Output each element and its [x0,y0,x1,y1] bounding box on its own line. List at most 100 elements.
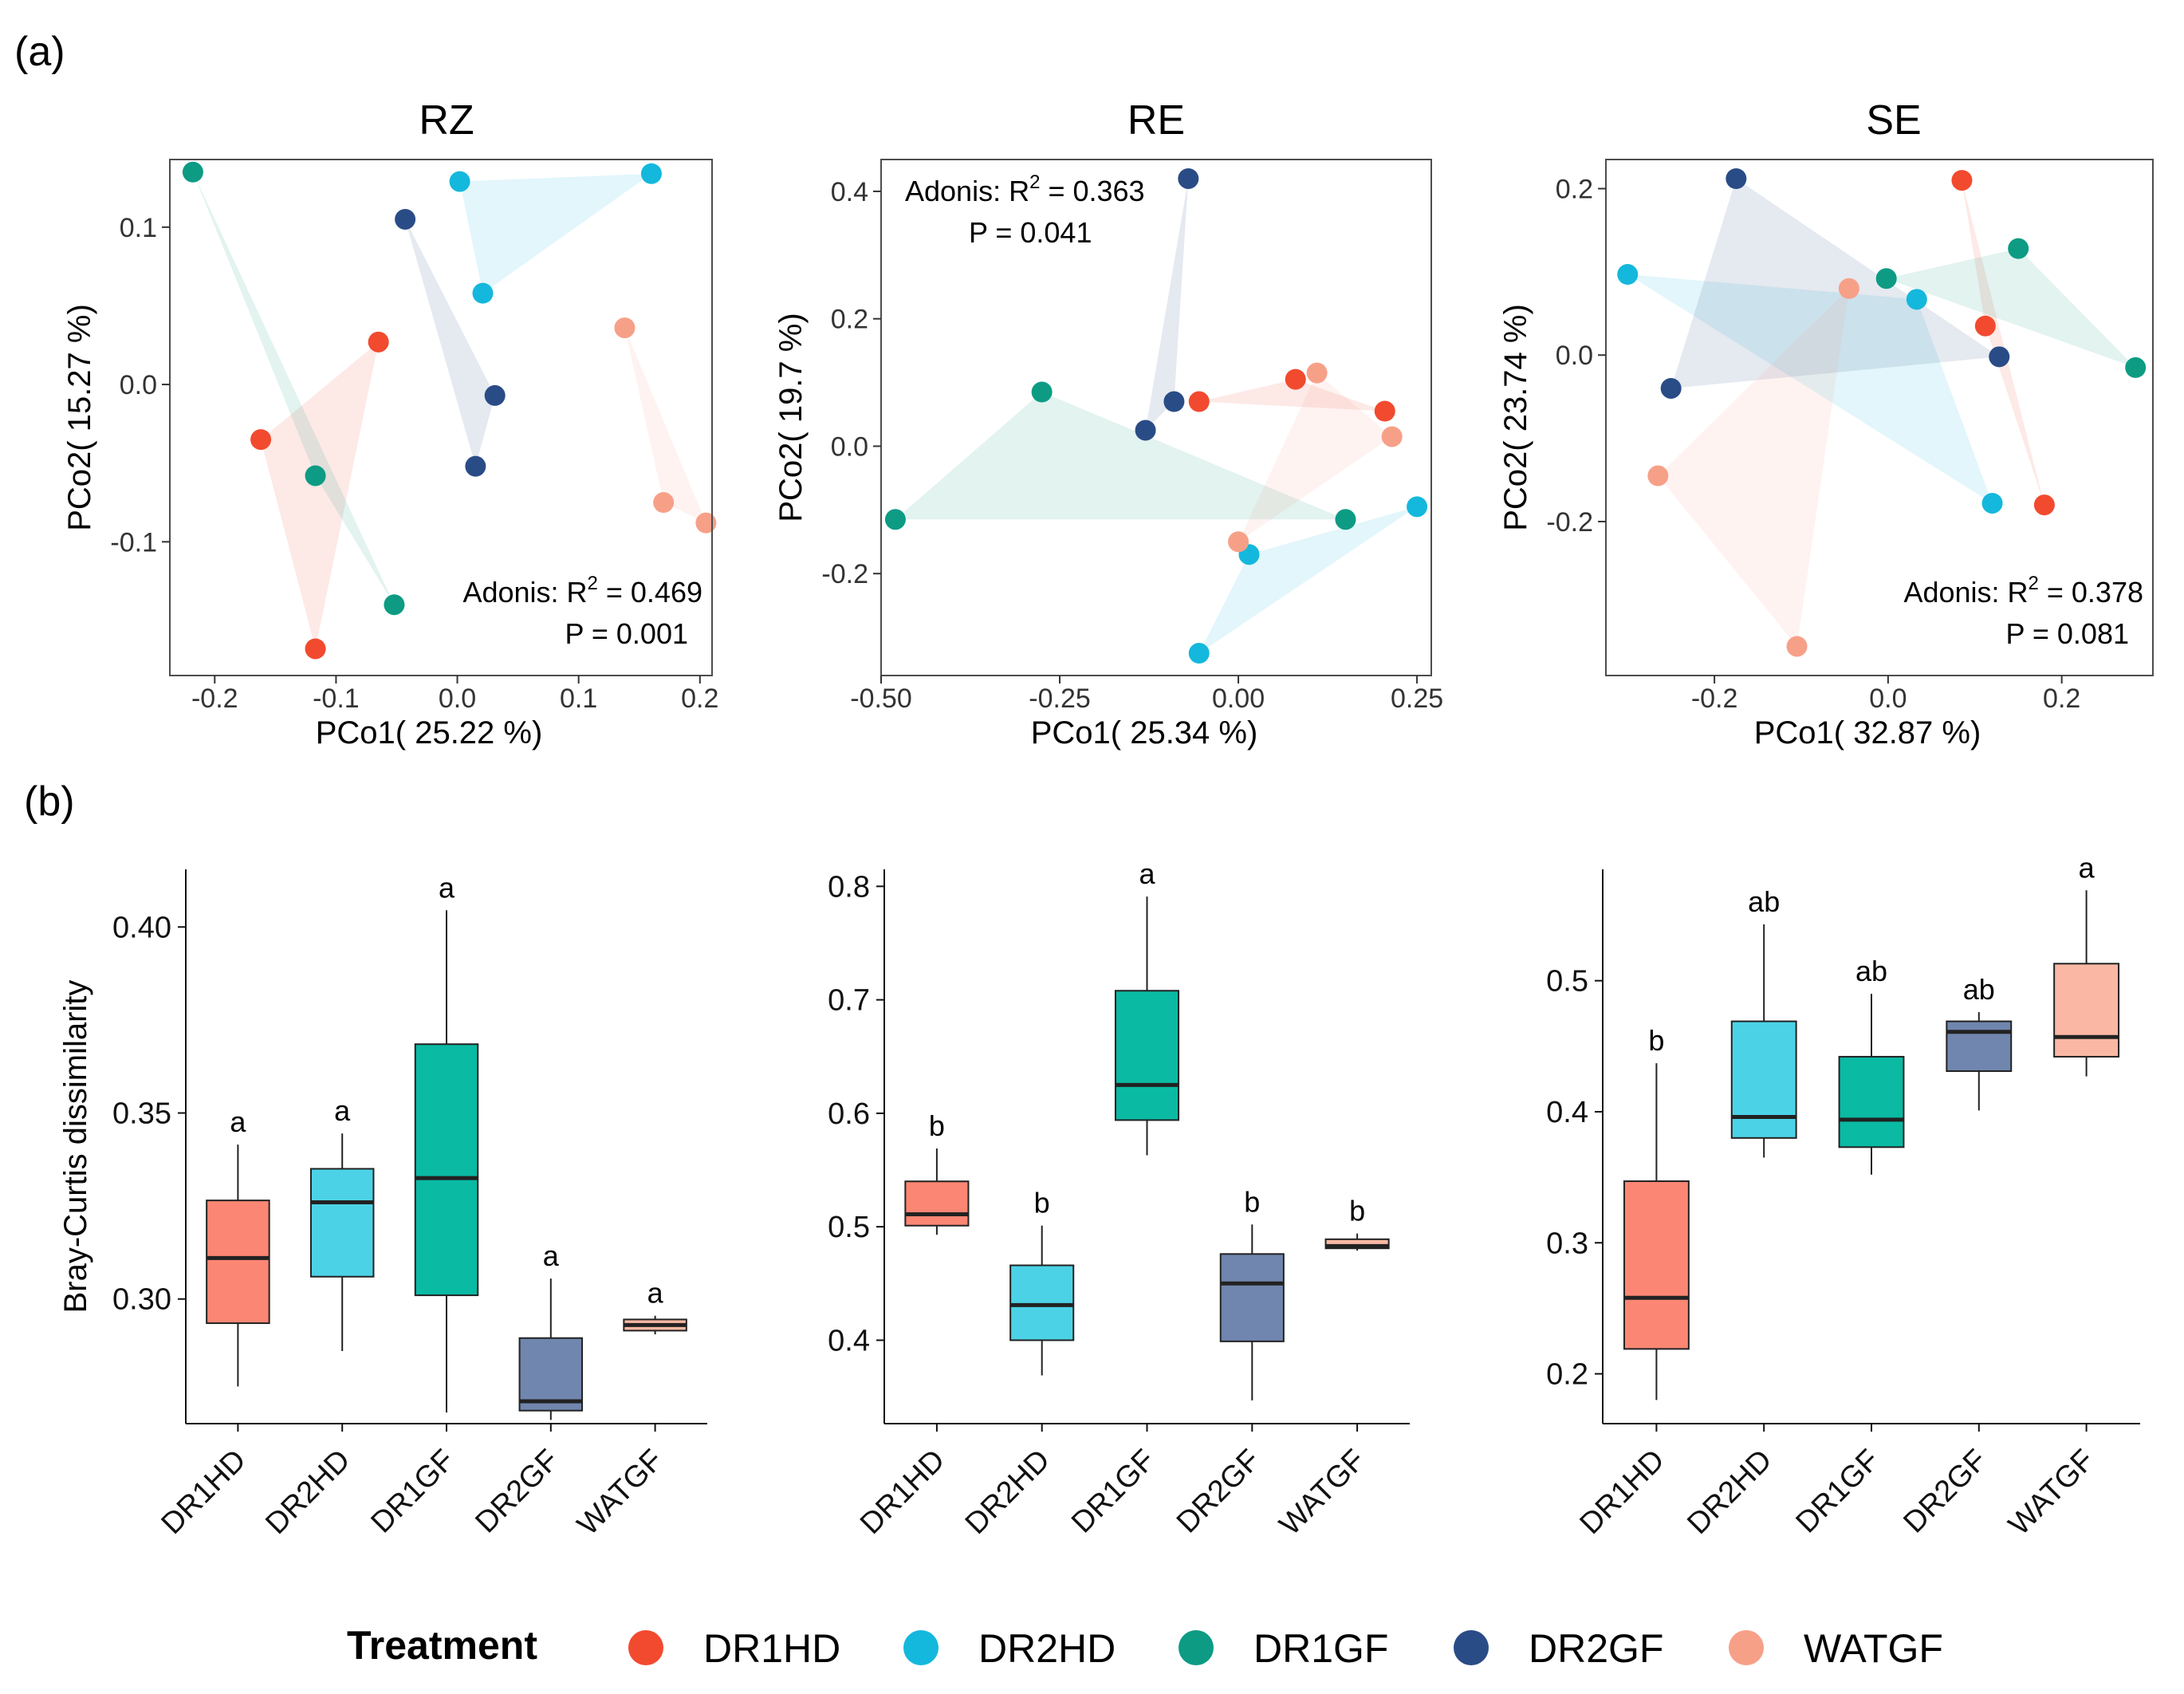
box-watgf: a [623,1277,687,1335]
significance-letter: a [543,1239,560,1272]
significance-letter: b [929,1109,945,1142]
significance-letter: a [647,1277,664,1310]
point-dr1gf [1335,509,1356,530]
legend: Treatment DR1HD DR2HD DR1GF DR2GF WATGF [347,1623,1943,1671]
iqr-box [904,1180,970,1227]
x-axis-title: PCo1( 25.22 %) [316,715,543,750]
y-tick-label: 0.3 [1546,1227,1588,1260]
iqr-box [2053,963,2120,1058]
y-tick-label: 0.4 [831,177,868,207]
point-watgf [1786,636,1808,657]
group-hulls [1627,179,2136,647]
y-tick-label: 0.4 [1546,1096,1588,1129]
box-dr1hd: b [904,1109,970,1235]
significance-letter: ab [1963,973,1995,1006]
point-dr1hd [2033,494,2055,516]
hull-dr2hd [1627,274,1993,503]
adonis-p: P = 0.081 [2006,617,2129,650]
legend-swatch [1454,1630,1489,1665]
significance-letter: ab [1855,955,1887,987]
y-tick-label: 0.2 [1546,1358,1588,1392]
x-tick-label: -0.50 [850,684,912,714]
iqr-box [1324,1238,1390,1250]
hull-dr2gf [1670,179,2000,388]
legend-label: DR1HD [703,1626,840,1671]
y-axis-title: PCo2( 15.27 %) [62,304,97,531]
adonis-r2: Adonis: R2 = 0.378 [1903,573,2143,609]
box-dr2hd: a [309,1094,375,1352]
significance-letter: a [334,1094,351,1127]
iqr-box [1114,990,1180,1121]
hull-watgf [624,328,706,523]
legend-swatch [1179,1630,1214,1665]
point-dr2gf [1726,168,1747,190]
adonis-r2: Adonis: R2 = 0.469 [462,573,702,609]
points [884,167,1428,664]
hull-dr2hd [1198,506,1418,653]
y-tick-label: 0.2 [831,305,868,335]
y-tick-label: 0.5 [1546,965,1588,999]
box-dr1gf: a [414,871,479,1413]
hull-dr1hd [1962,180,2044,506]
pcoa-panel-re: RE -0.50 -0.25 0.00 0.25 -0.2 0.0 0.2 0.4 PCo1( 2… [773,97,1443,750]
point-watgf [1306,362,1328,384]
x-tick-label: 0.2 [2043,684,2080,714]
x-tick-label: 0.0 [1869,684,1907,714]
y-tick-label: 0.0 [1556,341,1593,371]
point-dr1hd [1188,391,1210,412]
point-dr1gf [384,594,405,616]
hull-watgf [1238,372,1392,542]
x-axis-title: PCo1( 25.34 %) [1031,715,1258,750]
point-dr2hd [449,171,470,192]
point-dr1gf [305,465,326,487]
point-watgf [1838,278,1859,299]
x-tick-label: -0.2 [191,684,238,714]
hull-dr1hd [1198,379,1385,412]
point-watgf [695,512,717,534]
y-axis-title: PCo2( 19.7 %) [773,313,809,522]
hull-dr1gf [192,171,395,605]
point-watgf [653,492,675,514]
point-watgf [614,317,636,339]
significance-letter: ab [1748,885,1780,918]
hull-dr1hd [261,341,379,649]
point-dr2gf [484,384,506,406]
x-tick-label: 0.2 [681,684,718,714]
adonis-p: P = 0.041 [969,216,1092,249]
significance-letter: a [1139,857,1155,890]
point-watgf [1228,531,1249,553]
iqr-box [414,1043,479,1297]
legend-swatch [1729,1630,1764,1665]
y-axis-title: Bray-Curtis dissimilarity [58,980,93,1314]
point-dr2hd [1188,643,1210,664]
plot-frame [169,159,713,676]
y-tick-label: 0.4 [828,1324,870,1357]
iqr-box [1730,1020,1797,1139]
significance-letter: b [1648,1024,1664,1057]
point-dr2gf [1660,377,1682,399]
iqr-box [1838,1055,1905,1148]
point-dr2gf [395,208,416,230]
legend-label: WATGF [1804,1626,1943,1671]
point-dr2gf [1178,167,1199,189]
x-tick-label: 0.0 [439,684,476,714]
hull-dr2hd [459,173,651,293]
panel-label-a: (a) [14,29,65,75]
point-dr2hd [1407,496,1428,518]
y-tick-label: 0.8 [828,870,870,904]
y-tick-label: 0.1 [120,213,157,243]
point-dr2gf [1135,420,1156,441]
significance-letter: a [230,1105,246,1138]
hull-dr2gf [405,219,495,467]
point-dr1gf [182,161,203,183]
group-hulls [895,179,1418,653]
point-dr1hd [1374,400,1395,422]
pcoa-panel-rz: RZ -0.2 -0.1 0.0 0.1 0.2 -0.1 0.0 0.1 PCo1( 25.22… [62,97,718,750]
legend-swatch [903,1630,939,1665]
point-watgf [1647,465,1669,487]
y-tick-label: 0.7 [828,984,870,1018]
legend-title: Treatment [347,1623,537,1668]
iqr-box [309,1168,375,1278]
iqr-box [206,1200,270,1325]
legend-item-dr1hd: DR1HD [628,1626,840,1671]
